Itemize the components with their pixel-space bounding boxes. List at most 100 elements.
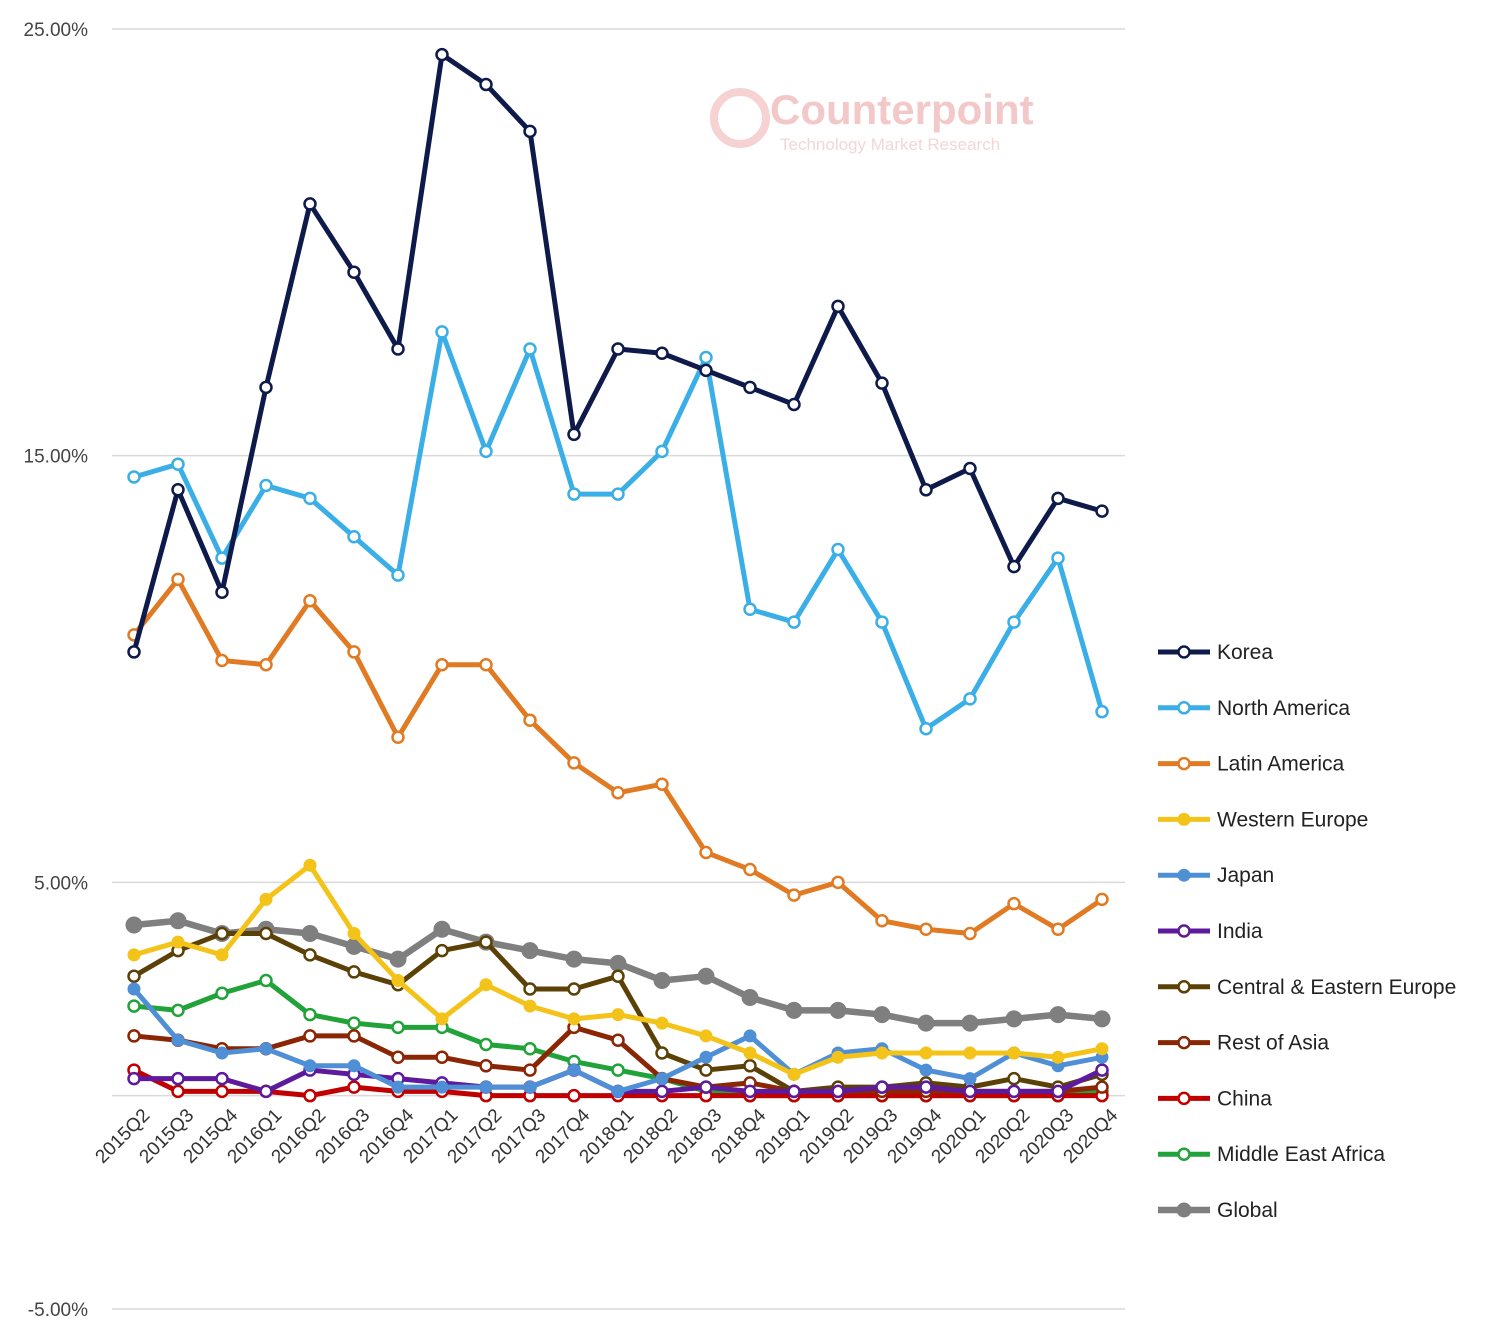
data-point — [1005, 1010, 1023, 1028]
legend-label: Middle East Africa — [1217, 1143, 1385, 1166]
series-western-europe — [127, 858, 1109, 1081]
data-point — [743, 862, 757, 877]
legend-label: Global — [1217, 1199, 1278, 1222]
legend-item-western-europe: Western Europe — [1158, 808, 1368, 831]
data-point — [391, 1050, 405, 1065]
data-point — [389, 950, 407, 968]
data-point — [347, 1080, 361, 1094]
data-point — [655, 1084, 669, 1099]
data-point — [963, 1046, 977, 1060]
data-point — [303, 1007, 317, 1022]
data-point — [963, 692, 977, 706]
legend-label: China — [1217, 1087, 1272, 1110]
data-point — [785, 1001, 803, 1019]
data-point — [127, 999, 141, 1013]
data-point — [1007, 559, 1021, 574]
legend-marker — [1177, 868, 1191, 882]
data-point — [1007, 615, 1021, 629]
data-point — [653, 971, 671, 989]
data-point — [963, 461, 977, 476]
data-point — [699, 1029, 713, 1043]
data-point — [875, 1046, 889, 1060]
data-point — [655, 1046, 669, 1060]
data-point — [523, 982, 537, 996]
data-point — [215, 986, 229, 1001]
data-point — [919, 1080, 933, 1094]
data-point — [391, 973, 405, 987]
counterpoint-watermark: Counterpoint Technology Market Research — [710, 86, 1034, 154]
data-point — [611, 1084, 625, 1098]
data-point — [259, 478, 273, 493]
data-point — [787, 397, 801, 412]
legend-item-japan: Japan — [1158, 864, 1274, 887]
data-point — [609, 954, 627, 972]
data-point — [655, 777, 669, 791]
data-point — [303, 948, 317, 962]
data-point — [125, 916, 143, 934]
data-point — [435, 47, 449, 62]
legend-label: Latin America — [1217, 753, 1345, 776]
data-point — [479, 444, 493, 459]
legend-label: Western Europe — [1217, 808, 1368, 831]
data-point — [523, 713, 537, 727]
data-point — [435, 1080, 449, 1094]
data-point — [347, 1059, 361, 1073]
data-point — [215, 585, 229, 599]
data-point — [919, 1046, 933, 1060]
data-point — [259, 892, 273, 906]
data-point — [303, 1059, 317, 1073]
data-point — [655, 1016, 669, 1030]
legend-item-india: India — [1158, 920, 1263, 943]
data-point — [391, 730, 405, 745]
data-point — [1051, 1084, 1065, 1099]
data-point — [611, 1063, 625, 1077]
data-point — [259, 973, 273, 988]
data-point — [259, 380, 273, 395]
data-point — [521, 942, 539, 960]
legend-marker — [1177, 1091, 1191, 1106]
y-tick-label: 5.00% — [34, 873, 88, 894]
data-point — [611, 1033, 625, 1047]
data-point — [831, 299, 845, 314]
legend-item-rest-of-asia: Rest of Asia — [1158, 1032, 1329, 1055]
data-point — [479, 1059, 493, 1073]
data-point — [303, 197, 317, 211]
data-point — [435, 943, 449, 958]
data-point — [303, 1088, 317, 1103]
data-point — [919, 483, 933, 497]
data-point — [347, 265, 361, 279]
data-point — [215, 1084, 229, 1099]
data-point — [567, 1012, 581, 1026]
series-korea — [127, 47, 1109, 659]
data-point — [787, 1084, 801, 1099]
data-point — [523, 342, 537, 356]
data-point — [435, 1050, 449, 1065]
data-point — [655, 346, 669, 361]
series-group — [125, 47, 1111, 1103]
data-point — [1095, 504, 1109, 518]
data-point — [523, 1080, 537, 1094]
data-point — [743, 602, 757, 617]
data-point — [699, 1063, 713, 1077]
data-point — [127, 1071, 141, 1086]
data-point — [169, 912, 187, 930]
data-point — [829, 1001, 847, 1019]
data-point — [171, 457, 185, 471]
data-point — [215, 653, 229, 668]
data-point — [215, 1071, 229, 1086]
data-point — [127, 470, 141, 484]
data-point — [963, 1084, 977, 1099]
data-point — [743, 1029, 757, 1043]
series-line — [131, 329, 1105, 732]
data-point — [1095, 1042, 1109, 1056]
data-point — [567, 427, 581, 442]
data-point — [347, 645, 361, 659]
data-point — [127, 645, 141, 659]
data-point — [1095, 704, 1109, 719]
data-point — [919, 721, 933, 736]
legend-marker — [1177, 701, 1191, 715]
data-point — [963, 1072, 977, 1086]
data-point — [741, 989, 759, 1007]
data-point — [831, 1084, 845, 1099]
data-point — [523, 999, 537, 1013]
